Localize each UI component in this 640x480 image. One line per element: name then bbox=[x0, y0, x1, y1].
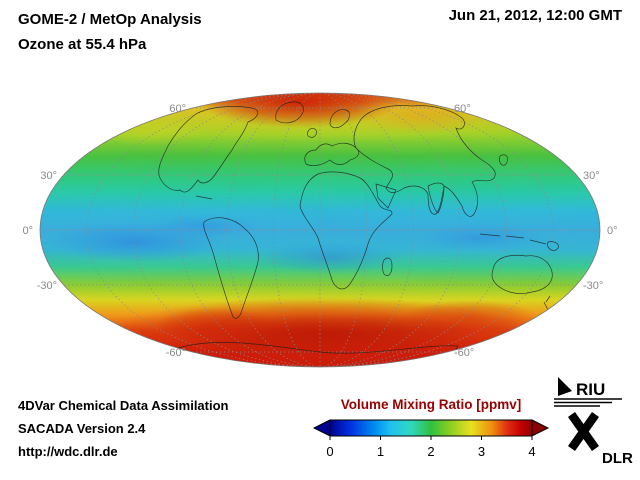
lat-label-60n-right: 60° bbox=[454, 103, 471, 115]
lat-label-30n-left: 30° bbox=[40, 170, 57, 182]
dlr-logo-text: DLR bbox=[602, 450, 633, 467]
riu-stripes-icon bbox=[554, 398, 622, 407]
wdc-url: http://wdc.dlr.de bbox=[18, 444, 118, 459]
page-subtitle: Ozone at 55.4 hPa bbox=[18, 36, 147, 53]
colorbar-tick-0: 0 bbox=[326, 444, 333, 459]
map-boundary bbox=[39, 92, 601, 368]
colorbar-left-arrow-icon bbox=[312, 419, 331, 437]
colorbar-tick-marks bbox=[329, 436, 533, 440]
colorbar-tick-4: 4 bbox=[528, 444, 535, 459]
lat-label-30s-left: -30° bbox=[37, 280, 57, 292]
coastlines bbox=[158, 101, 559, 367]
colorbar-gradient-bar bbox=[329, 419, 533, 437]
version-label: SACADA Version 2.4 bbox=[18, 421, 146, 436]
colorbar-tick-3: 3 bbox=[478, 444, 485, 459]
lat-label-60s-right: -60° bbox=[454, 347, 474, 359]
lat-label-30n-right: 30° bbox=[583, 170, 600, 182]
colorbar: Volume Mixing Ratio [ppmv] 0 1 2 3 4 bbox=[312, 397, 550, 459]
title-block: GOME-2 / MetOp Analysis Ozone at 55.4 hP… bbox=[18, 7, 202, 57]
lat-label-30s-right: -30° bbox=[583, 280, 603, 292]
colorbar-right-arrow-icon bbox=[531, 419, 550, 437]
colorbar-tick-1: 1 bbox=[377, 444, 384, 459]
assimilation-label: 4DVar Chemical Data Assimilation bbox=[18, 398, 229, 413]
lat-label-60n-left: 60° bbox=[169, 103, 186, 115]
riu-logo-text: RIU bbox=[576, 380, 605, 399]
riu-sail-icon bbox=[558, 377, 572, 396]
lat-label-eq-left: 0° bbox=[22, 225, 33, 237]
latitude-labels: 60° 60° 30° 30° 0° 0° -30° -30° -60° -60… bbox=[22, 103, 617, 359]
world-map: 60° 60° 30° 30° 0° 0° -30° -30° -60° -60… bbox=[22, 92, 618, 368]
footer-block: 4DVar Chemical Data Assimilation SACADA … bbox=[18, 394, 229, 463]
timestamp: Jun 21, 2012, 12:00 GMT bbox=[448, 7, 622, 24]
lat-label-60s-left: -60° bbox=[166, 347, 186, 359]
dlr-logo: DLR bbox=[568, 412, 633, 467]
lat-label-eq-right: 0° bbox=[607, 225, 618, 237]
colorbar-tick-2: 2 bbox=[427, 444, 434, 459]
page-title: GOME-2 / MetOp Analysis bbox=[18, 11, 202, 28]
riu-logo: RIU bbox=[554, 377, 622, 407]
dlr-emblem-icon bbox=[568, 412, 599, 451]
colorbar-title: Volume Mixing Ratio [ppmv] bbox=[341, 397, 522, 412]
